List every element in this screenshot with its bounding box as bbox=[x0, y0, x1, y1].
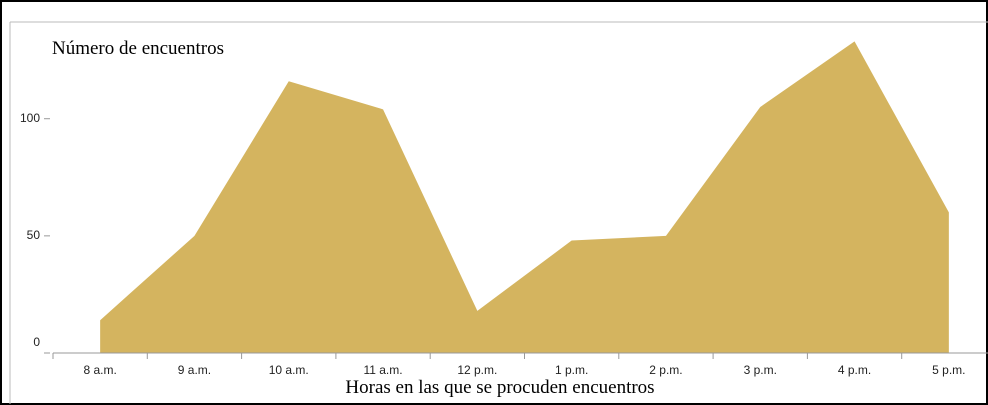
x-tick-label: 11 a.m. bbox=[363, 363, 402, 377]
y-tick-label: 50 bbox=[27, 228, 41, 242]
x-tick-label: 2 p.m. bbox=[649, 363, 682, 377]
x-tick-label: 8 a.m. bbox=[83, 363, 116, 377]
x-tick-label: 9 a.m. bbox=[178, 363, 211, 377]
y-tick-label: 0 bbox=[33, 335, 40, 349]
x-tick-label: 1 p.m. bbox=[555, 363, 588, 377]
x-tick-label: 5 p.m. bbox=[932, 363, 965, 377]
x-axis-label: Horas en las que se procuden encuentros bbox=[345, 377, 654, 398]
y-tick-label: 100 bbox=[20, 111, 40, 125]
x-tick-label: 4 p.m. bbox=[838, 363, 871, 377]
x-tick-label: 12 p.m. bbox=[457, 363, 497, 377]
x-tick-label: 10 a.m. bbox=[269, 363, 309, 377]
x-tick-label: 3 p.m. bbox=[744, 363, 777, 377]
area bbox=[100, 41, 949, 354]
y-axis-label: Número de encuentros bbox=[52, 38, 224, 59]
